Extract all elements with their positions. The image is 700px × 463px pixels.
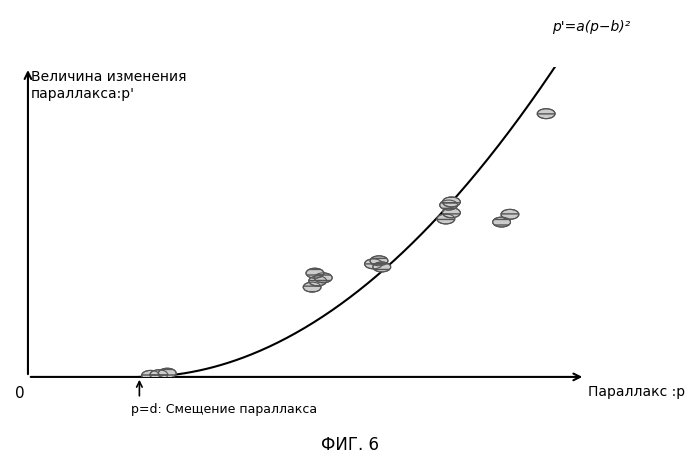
Ellipse shape <box>370 256 388 266</box>
Ellipse shape <box>373 262 391 272</box>
Ellipse shape <box>442 208 461 218</box>
Text: p=d: Смещение параллакса: p=d: Смещение параллакса <box>131 403 317 416</box>
Ellipse shape <box>493 217 510 227</box>
Ellipse shape <box>440 200 458 210</box>
Ellipse shape <box>158 368 176 378</box>
Text: Параллакс :p: Параллакс :p <box>588 385 685 399</box>
Ellipse shape <box>501 209 519 219</box>
Ellipse shape <box>442 197 461 207</box>
Ellipse shape <box>365 259 382 269</box>
Ellipse shape <box>537 109 555 119</box>
Ellipse shape <box>437 214 455 224</box>
Ellipse shape <box>141 370 160 380</box>
Ellipse shape <box>309 276 327 286</box>
Text: ФИГ. 6: ФИГ. 6 <box>321 436 379 454</box>
Ellipse shape <box>150 370 168 380</box>
Text: Величина изменения
параллакса:p': Величина изменения параллакса:p' <box>31 70 186 100</box>
Text: 0: 0 <box>15 386 24 401</box>
Ellipse shape <box>314 273 332 283</box>
Ellipse shape <box>306 268 324 278</box>
Text: p'=a(p−b)²: p'=a(p−b)² <box>552 20 630 34</box>
Ellipse shape <box>303 282 321 292</box>
